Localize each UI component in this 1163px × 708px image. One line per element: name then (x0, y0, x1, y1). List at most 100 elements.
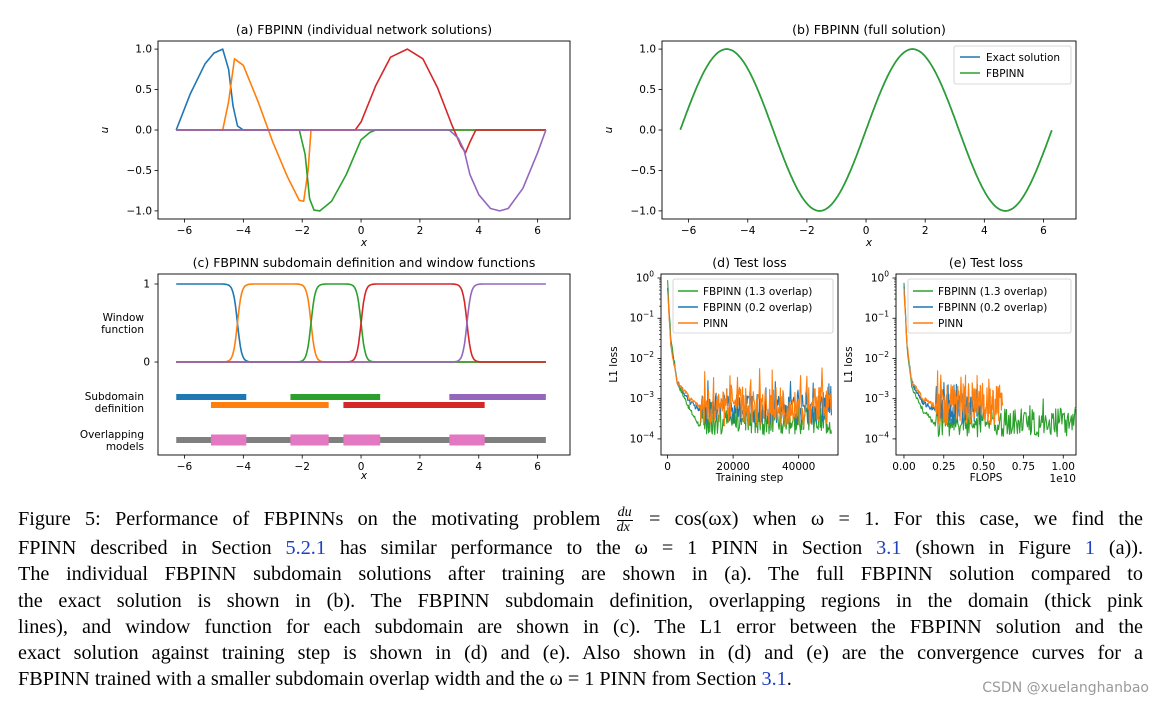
d-xtick-label: 40000 (782, 461, 815, 473)
b-ytick-label: 0.0 (639, 125, 656, 137)
caption-text: FBPINN trained with a smaller subdomain … (18, 668, 757, 691)
c-subdomain-bar-1 (176, 394, 247, 400)
c-row-label: function (101, 324, 144, 336)
caption-line-5: lines), and window function for each sub… (18, 615, 1143, 638)
b-title: (b) FBPINN (full solution) (792, 22, 946, 37)
c-row-label: Subdomain (85, 391, 144, 403)
b-ytick-label: −0.5 (631, 165, 657, 177)
caption-text: has similar performance to the ω = 1 PIN… (339, 537, 863, 559)
c-window-function-5 (176, 283, 546, 363)
e-ytick-label: 10−3 (865, 390, 890, 405)
a-xlabel: x (360, 237, 368, 249)
c-window-function-4 (176, 283, 546, 363)
du-dx-fraction: du dx (616, 505, 633, 535)
a-ytick-label: −1.0 (127, 205, 153, 217)
section-link[interactable]: 5.2.1 (285, 537, 326, 559)
e-xtick-label: 0.50 (972, 461, 995, 473)
e-title: (e) Test loss (949, 255, 1023, 270)
caption-line-4: the exact solution is shown in (b). The … (18, 589, 1143, 612)
c-xtick-label: −2 (294, 461, 309, 473)
a-series-1-line (175, 48, 546, 131)
section-link[interactable]: 3.1 (876, 537, 902, 559)
e-ytick-label: 10−4 (865, 430, 890, 445)
e-ytick-label: 100 (871, 270, 889, 285)
c-xtick-label: 0 (358, 461, 365, 473)
a-xtick-label: 2 (417, 225, 424, 237)
figure-link[interactable]: 1 (1084, 537, 1095, 559)
e-xtick-label: 0.25 (932, 461, 955, 473)
a-ytick-label: 1.0 (135, 44, 152, 56)
e-xtick-label: 0.00 (892, 461, 915, 473)
a-ytick-label: 0.5 (135, 84, 152, 96)
caption-text: FPINN described in Section (18, 537, 272, 559)
b-ytick-label: 0.5 (639, 84, 656, 96)
e-xlabel: FLOPS (970, 472, 1003, 484)
c-row-label: definition (95, 403, 144, 415)
c-row-label: Window (103, 312, 145, 324)
d-xlabel: Training step (715, 472, 784, 484)
a-series-2-line (176, 58, 546, 202)
b-xtick-label: −2 (799, 225, 814, 237)
c-row-label: models (106, 441, 144, 453)
e-xtick-label: 1.00 (1052, 461, 1075, 473)
b-ytick-label: 1.0 (639, 44, 656, 56)
c-overlap-bar-2 (290, 434, 329, 446)
c-row-label: Overlapping (80, 429, 144, 441)
b-xtick-label: 2 (922, 225, 929, 237)
b-series-2-line (679, 48, 1053, 212)
e-series-3-line (903, 288, 1004, 426)
c-subdomain-bar-5 (449, 394, 546, 400)
e-legend-label: FBPINN (0.2 overlap) (938, 302, 1047, 314)
a-xtick-label: −2 (294, 225, 309, 237)
d-legend-label: PINN (703, 318, 728, 330)
c-overlap-bar-1 (210, 434, 247, 446)
c-title: (c) FBPINN subdomain definition and wind… (193, 255, 536, 270)
c-axes-frame (157, 273, 571, 456)
b-xtick-label: 0 (863, 225, 870, 237)
c-xlabel: x (360, 470, 368, 482)
caption-text: (a)). (1108, 537, 1144, 559)
e-offset-text: 1e10 (1049, 473, 1076, 485)
c-xtick-label: −4 (236, 461, 252, 473)
fraction-numerator: du (616, 505, 633, 521)
d-ytick-label: 10−3 (630, 390, 655, 405)
a-xtick-label: −4 (236, 225, 252, 237)
figure-caption: Figure 5: Performance of FBPINNs on the … (18, 506, 1143, 693)
b-xtick-label: 4 (981, 225, 988, 237)
caption-text: = cos(ωx) when ω = 1. For this case, we … (648, 508, 1144, 531)
caption-line-6: exact solution against training step is … (18, 642, 1143, 665)
caption-text: . (786, 668, 792, 691)
a-xtick-label: 4 (475, 225, 482, 237)
c-subdomain-bar-3 (290, 394, 381, 400)
c-xtick-label: 6 (534, 461, 541, 473)
a-ytick-label: 0.0 (135, 125, 152, 137)
panel-e-test-loss-flops: (e) Test loss 0.00 0.25 0.50 0.75 1.00 FLOPS 1e… (843, 255, 1077, 485)
a-xtick-label: −6 (177, 225, 193, 237)
c-ytick-label: 0 (143, 357, 150, 369)
b-ytick-label: −1.0 (631, 205, 657, 217)
a-title: (a) FBPINN (individual network solutions… (236, 22, 492, 37)
c-xtick-label: 2 (417, 461, 424, 473)
caption-line-7: FBPINN trained with a smaller subdomain … (18, 666, 1143, 692)
d-title: (d) Test loss (712, 255, 786, 270)
b-legend-box (953, 45, 1072, 85)
b-ylabel: u (603, 126, 615, 133)
e-ylabel: L1 loss (843, 346, 855, 382)
figure: (a) FBPINN (individual network solutions… (80, 22, 1077, 485)
d-ytick-label: 10−1 (630, 310, 655, 325)
e-ytick-label: 10−2 (865, 350, 890, 365)
caption-line-1: Figure 5: Performance of FBPINNs on the … (18, 506, 1143, 535)
fraction-denominator: dx (616, 520, 630, 535)
b-xlabel: x (865, 237, 873, 249)
a-ytick-label: −0.5 (127, 165, 153, 177)
e-legend-label: FBPINN (1.3 overlap) (938, 286, 1047, 298)
section-link[interactable]: 3.1 (761, 668, 787, 691)
c-subdomain-bar-2 (210, 402, 329, 408)
b-xtick-label: 6 (1040, 225, 1047, 237)
e-ytick-label: 10−1 (865, 310, 890, 325)
caption-text: Figure 5: Performance of FBPINNs on the … (18, 508, 601, 531)
a-ylabel: u (99, 126, 111, 133)
d-series-3-line (667, 290, 832, 428)
a-series-5-line (176, 129, 547, 212)
